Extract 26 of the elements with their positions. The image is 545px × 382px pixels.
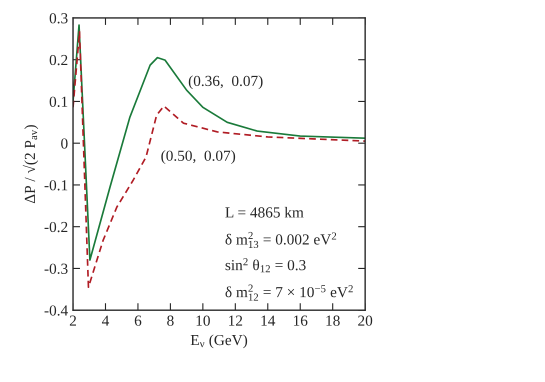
x-tick-label: 16 — [294, 316, 308, 326]
y-tick-label: -0.4 — [44, 305, 68, 316]
y-tick-label: 0 — [61, 138, 68, 149]
x-tick-label: 6 — [134, 316, 142, 326]
y-axis-title: ΔP / √(2 P$_{av}$) — [22, 125, 38, 204]
x-tick-label: 10 — [196, 315, 210, 326]
x-tick-label: 14 — [261, 316, 276, 326]
y-tick-label: -0.1 — [44, 180, 68, 190]
annotation: L = 4865 km — [225, 206, 304, 218]
x-tick-label: 18 — [326, 315, 340, 326]
x-tick-label: 4 — [102, 316, 110, 326]
annotation: (0.50, 0.07) — [161, 150, 236, 164]
y-tick-label: -0.3 — [44, 264, 68, 274]
y-tick-label: 0.1 — [50, 96, 68, 107]
x-tick-label: 8 — [167, 315, 174, 326]
y-tick-label: -0.2 — [44, 222, 68, 232]
annotation: δ m$^{2}$$_{12}$ = 7 × 10$^{−5}$ eV$^{2}$ — [226, 284, 353, 301]
x-axis-title: E$_{ν}$ (GeV) — [190, 334, 248, 348]
x-tick-label: 20 — [358, 315, 372, 326]
x-tick-label: 12 — [229, 316, 242, 326]
y-tick-label: 0.3 — [50, 13, 68, 24]
annotation: sin$^{2}$ θ$_{12}$ = 0.3 — [226, 258, 306, 272]
x-tick-label: 2 — [70, 316, 76, 326]
y-tick-label: 0.2 — [50, 54, 68, 66]
annotation: (0.36, 0.07) — [188, 75, 263, 90]
annotation: δ m$^{2}$$_{13}$ = 0.002 eV$^{2}$ — [226, 232, 336, 248]
